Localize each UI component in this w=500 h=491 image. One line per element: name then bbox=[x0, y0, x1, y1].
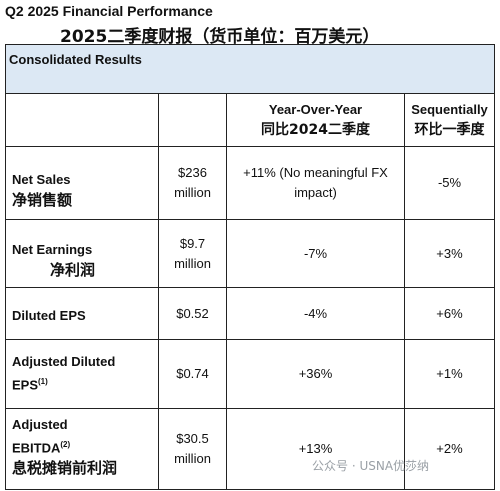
ebitda-label-line1: Adjusted bbox=[12, 417, 68, 432]
net-earnings-value-unit: million bbox=[174, 255, 211, 271]
net-sales-value-amount: $236 bbox=[178, 165, 207, 180]
row-divider bbox=[6, 339, 494, 340]
ebitda-label-zh: 息税摊销前利润 bbox=[12, 459, 118, 478]
row-label-diluted-eps: Diluted EPS bbox=[12, 308, 86, 323]
seq-header-en: Sequentially bbox=[411, 102, 488, 117]
net-earnings-seq: +3% bbox=[436, 245, 463, 261]
row-divider bbox=[6, 287, 494, 288]
adjusted-eps-value: $0.74 bbox=[176, 366, 209, 381]
net-sales-value: $236 million bbox=[159, 147, 226, 219]
net-earnings-yoy: -7% bbox=[303, 245, 328, 261]
footnote-2: (2) bbox=[60, 440, 71, 449]
net-earnings-value-amount: $9.7 bbox=[179, 235, 206, 251]
yoy-header-zh: 同比2024二季度 bbox=[261, 122, 370, 138]
section-header-label: Consolidated Results bbox=[9, 52, 142, 67]
col-divider bbox=[404, 93, 405, 489]
adjusted-ebitda-yoy: +13% bbox=[298, 441, 333, 456]
col-divider bbox=[226, 93, 227, 489]
net-earnings-value: $9.7 million bbox=[159, 220, 226, 287]
adj-eps-label-line1: Adjusted Diluted bbox=[12, 354, 116, 369]
ebitda-label-line2: EBITDA(2) bbox=[12, 435, 117, 458]
diluted-eps-value: $0.52 bbox=[176, 305, 209, 321]
net-sales-label-zh: 净销售额 bbox=[12, 191, 73, 209]
diluted-eps-yoy: -4% bbox=[303, 305, 328, 321]
ebitda-value-unit: million bbox=[174, 451, 211, 466]
ebitda-label-ebitda: EBITDA bbox=[12, 440, 61, 456]
diluted-eps-seq: +6% bbox=[436, 305, 463, 321]
footnote-1: (1) bbox=[38, 377, 48, 386]
adjusted-eps-yoy: +36% bbox=[298, 366, 333, 381]
adj-eps-label-line2: EPS(1) bbox=[12, 372, 115, 395]
row-label-adjusted-diluted-eps: Adjusted Diluted EPS(1) bbox=[12, 352, 115, 395]
yoy-header-en: Year-Over-Year bbox=[268, 102, 363, 117]
adjusted-ebitda-seq: +2% bbox=[436, 441, 463, 456]
row-label-net-earnings: Net Earnings 净利润 bbox=[12, 240, 95, 280]
net-earnings-label-zh: 净利润 bbox=[50, 261, 96, 279]
row-divider bbox=[6, 146, 494, 147]
row-divider bbox=[6, 219, 494, 220]
section-header: Consolidated Results bbox=[6, 45, 494, 94]
net-earnings-label-en: Net Earnings bbox=[12, 242, 93, 257]
adjusted-ebitda-value: $30.5 million bbox=[159, 409, 226, 489]
net-sales-value-unit: million bbox=[174, 185, 211, 200]
net-sales-yoy-line1: +11% (No meaningful FX bbox=[243, 165, 388, 180]
title-zh: 2025二季度财报（货币单位：百万美元） bbox=[60, 27, 380, 47]
row-label-net-sales: Net Sales 净销售额 bbox=[12, 170, 72, 210]
column-header-yoy: Year-Over-Year 同比2024二季度 bbox=[227, 99, 404, 141]
column-header-seq: Sequentially 环比一季度 bbox=[405, 99, 494, 141]
ebitda-value-amount: $30.5 bbox=[176, 431, 209, 446]
adjusted-eps-seq: +1% bbox=[436, 366, 463, 381]
watermark: 公众号 · USNA优莎纳 bbox=[312, 459, 430, 473]
row-divider bbox=[6, 408, 494, 409]
net-sales-yoy: +11% (No meaningful FX impact) bbox=[227, 147, 404, 219]
net-sales-seq: -5% bbox=[437, 175, 462, 190]
net-sales-yoy-line2: impact) bbox=[294, 185, 337, 200]
results-table: Consolidated Results Year-Over-Year 同比20… bbox=[5, 44, 495, 490]
adj-eps-label-eps: EPS bbox=[12, 377, 39, 393]
net-sales-label-en: Net Sales bbox=[12, 172, 71, 187]
row-label-adjusted-ebitda: Adjusted EBITDA(2) 息税摊销前利润 bbox=[12, 415, 117, 478]
seq-header-zh: 环比一季度 bbox=[414, 122, 485, 138]
col-divider bbox=[158, 93, 159, 489]
title-en: Q2 2025 Financial Performance bbox=[5, 3, 213, 19]
